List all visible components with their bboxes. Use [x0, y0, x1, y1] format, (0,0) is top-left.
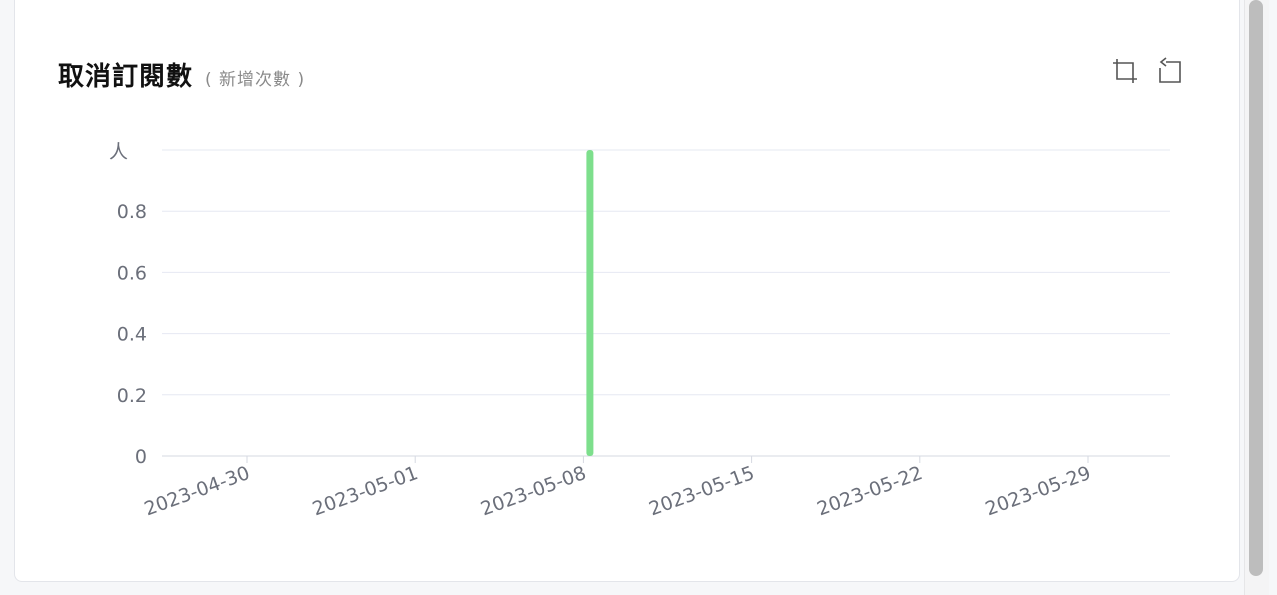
restore-icon[interactable]: [1156, 57, 1184, 85]
y-tick-label: 0.4: [117, 324, 147, 346]
data-zoom-icon[interactable]: [1111, 57, 1139, 85]
x-tick-label: 2023-05-01: [310, 462, 421, 520]
y-tick-label: 0.6: [117, 262, 147, 284]
x-tick-label: 2023-05-22: [814, 462, 925, 520]
y-tick-label: 0.8: [117, 201, 147, 223]
y-axis-ticks: 0 0.2 0.4 0.6 0.8 人: [109, 141, 147, 468]
x-tick-label: 2023-05-08: [478, 462, 589, 520]
grid-lines: [162, 149, 1170, 457]
chart-card: [14, 0, 1240, 582]
y-axis-unit: 人: [109, 141, 128, 163]
bars: [586, 150, 594, 456]
y-tick-label: 0.2: [117, 385, 147, 407]
x-tick-label: 2023-05-15: [646, 462, 757, 520]
y-tick-label: 0: [135, 446, 147, 468]
chart-title: 取消訂閱數: [58, 62, 194, 92]
chart-subtitle: ( 新增次數 ): [205, 70, 306, 90]
x-tick-label: 2023-04-30: [141, 462, 252, 520]
chart-header: 取消訂閱數 ( 新增次數 ): [58, 56, 305, 93]
x-tick-label: 2023-05-29: [982, 462, 1093, 520]
scrollbar-thumb[interactable]: [1249, 0, 1263, 576]
x-axis-ticks: 2023-04-30 2023-05-01 2023-05-08 2023-05-15…: [141, 456, 1094, 520]
chart-plot: 00.20.40.60.8人 2023-04-30 2023-05-01 2023-…: [109, 141, 1170, 520]
bar: [586, 150, 594, 456]
